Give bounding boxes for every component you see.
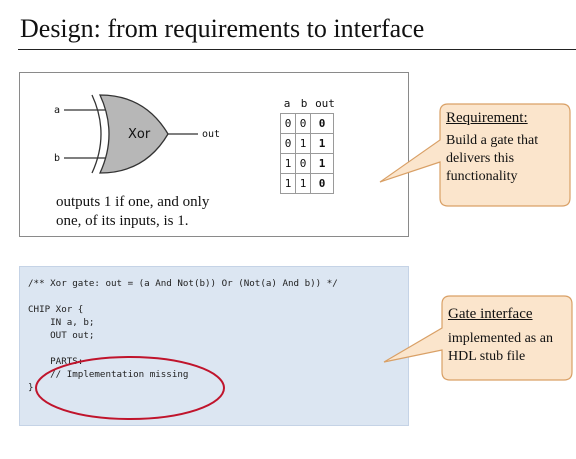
callout-heading: Gate interface	[448, 306, 533, 322]
cell-out: 1	[310, 153, 334, 174]
callout-bubble	[379, 103, 571, 207]
input-a-label: a	[54, 105, 60, 116]
cell-out: 0	[310, 113, 334, 134]
gate-description: outputs 1 if one, and only one, of its i…	[56, 193, 256, 231]
code-line: PARTS:	[28, 356, 84, 367]
callout-heading: Requirement:	[446, 110, 528, 126]
highlight-ellipse	[35, 356, 225, 420]
truth-table-row: 0 0 0	[280, 113, 334, 134]
truth-table-row: 0 1 1	[280, 133, 334, 154]
truth-table-grid: 0 0 0 0 1 1 1 0 1 1 1 0	[280, 113, 334, 194]
gate-description-line: outputs 1 if one, and only	[56, 194, 210, 210]
truth-table-header-out: out	[315, 97, 335, 110]
title-divider	[18, 49, 576, 50]
truth-table-header-b: b	[300, 97, 308, 110]
callout-bubble	[383, 295, 573, 381]
xor-gate-diagram: a b Xor out	[54, 94, 220, 174]
hdl-code: /** Xor gate: out = (a And Not(b)) Or (N…	[28, 277, 338, 394]
cell: 1	[295, 133, 311, 154]
gate-name-label: Xor	[128, 127, 151, 142]
truth-table-row: 1 1 0	[280, 173, 334, 194]
slide-title: Design: from requirements to interface	[20, 14, 425, 43]
cell: 1	[280, 173, 296, 194]
callout-shape	[379, 103, 571, 207]
truth-table: a b out 0 0 0 0 1 1 1 0 1 1 1 0	[278, 97, 338, 194]
truth-table-row: 1 0 1	[280, 153, 334, 174]
requirement-panel: a b Xor out outputs 1 if one, and only o…	[19, 72, 409, 237]
requirement-callout: Requirement: Build a gate that delivers …	[376, 100, 576, 212]
truth-table-header-a: a	[283, 97, 291, 110]
code-line: /** Xor gate: out = (a And Not(b)) Or (N…	[28, 278, 338, 289]
xor-gate-body	[98, 94, 169, 174]
code-line: }	[28, 382, 34, 393]
cell: 0	[295, 153, 311, 174]
gate-description-line: one, of its inputs, is 1.	[56, 213, 189, 229]
interface-callout: Gate interface implemented as an HDL stu…	[380, 292, 576, 384]
callout-body: implemented as an HDL stub file	[448, 331, 553, 364]
cell: 1	[295, 173, 311, 194]
cell: 0	[295, 113, 311, 134]
cell-out: 1	[310, 133, 334, 154]
code-line: IN a, b;	[28, 317, 95, 328]
input-b-label: b	[54, 153, 60, 164]
cell: 0	[280, 113, 296, 134]
hdl-code-panel: /** Xor gate: out = (a And Not(b)) Or (N…	[19, 266, 409, 426]
callout-body: Build a gate that delivers this function…	[446, 133, 539, 184]
cell: 0	[280, 133, 296, 154]
output-label: out	[202, 129, 220, 140]
xor-gate-back-curve	[91, 94, 102, 174]
highlight-ellipse-shape	[35, 356, 225, 420]
code-line: // Implementation missing	[28, 369, 189, 380]
code-line: CHIP Xor {	[28, 304, 84, 315]
callout-text: Requirement: Build a gate that delivers …	[446, 108, 572, 186]
callout-text: Gate interface implemented as an HDL stu…	[448, 304, 572, 366]
code-line: OUT out;	[28, 330, 95, 341]
cell-out: 0	[310, 173, 334, 194]
cell: 1	[280, 153, 296, 174]
truth-table-header: a b out	[278, 97, 338, 113]
callout-shape	[383, 295, 573, 381]
